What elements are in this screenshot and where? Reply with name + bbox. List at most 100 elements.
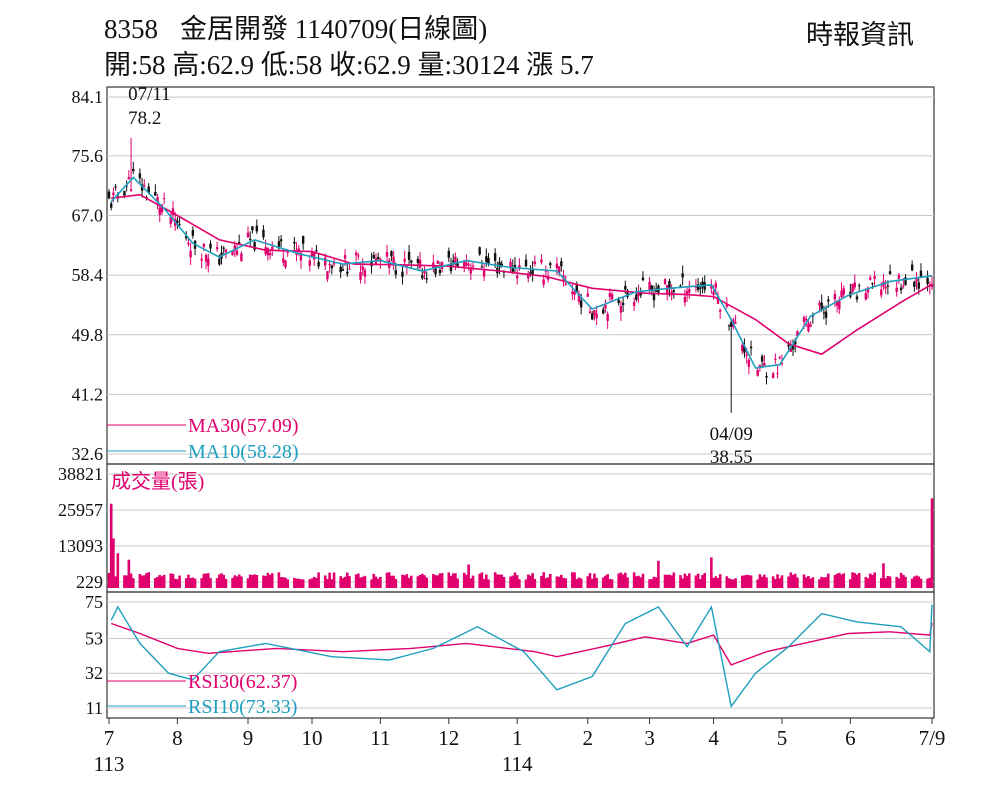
candle-body: [884, 287, 887, 289]
volume-bar: [312, 576, 316, 588]
volume-bar: [478, 573, 481, 588]
candle-body: [154, 192, 157, 196]
volume-bar: [740, 575, 744, 588]
candle-body: [390, 251, 393, 257]
candle-body: [560, 261, 563, 267]
volume-bar: [804, 577, 808, 588]
candle-body: [224, 249, 228, 253]
candle-body: [718, 309, 722, 312]
candle-body: [498, 261, 501, 268]
volume-bar: [913, 576, 916, 588]
volume-bar: [184, 578, 188, 588]
volume-bar: [248, 574, 252, 588]
volume-bar: [818, 579, 821, 588]
candle-body: [780, 362, 784, 364]
volume-bar: [610, 579, 614, 588]
volume-bar: [511, 575, 515, 588]
candle-body: [129, 189, 133, 192]
volume-bar: [405, 574, 409, 588]
volume-bar: [220, 573, 223, 588]
candle-body: [189, 250, 192, 258]
volume-bar: [231, 577, 234, 588]
volume-bar: [295, 578, 298, 588]
candle-body: [610, 294, 614, 300]
candle-body: [796, 331, 799, 336]
candle-body: [880, 289, 883, 296]
volume-bar: [641, 573, 645, 588]
candle-body: [635, 294, 638, 300]
candle-body: [579, 300, 583, 308]
candle-body: [727, 325, 731, 327]
candle-body: [176, 220, 179, 224]
volume-bar: [286, 579, 290, 588]
volume-bar: [657, 560, 660, 588]
candle-body: [385, 252, 389, 257]
volume-bar: [482, 578, 486, 588]
volume-bar: [462, 572, 466, 588]
candle-body: [593, 310, 596, 316]
volume-bar: [619, 572, 623, 588]
candle-body: [802, 317, 806, 322]
candle-body: [493, 253, 497, 261]
volume-bar: [712, 577, 715, 588]
volume-bar: [240, 576, 243, 588]
price-ytick-label: 41.2: [72, 384, 104, 404]
volume-bar: [557, 576, 561, 588]
candle-body: [734, 322, 737, 324]
volume-bar: [326, 579, 329, 588]
volume-bar: [376, 578, 380, 588]
volume-bar: [732, 579, 735, 588]
volume-bar: [579, 578, 583, 588]
candle-body: [699, 287, 702, 289]
volume-bar: [857, 572, 861, 588]
rsi10-line: [110, 604, 933, 708]
candle-body: [696, 284, 700, 290]
candle-body: [842, 288, 845, 295]
volume-bar: [791, 574, 795, 588]
volume-bar: [807, 575, 810, 588]
candle-body: [301, 236, 305, 244]
volume-bar: [866, 578, 870, 588]
candle-body: [282, 258, 285, 263]
volume-bar: [509, 576, 512, 588]
volume-ytick-label: 229: [76, 572, 103, 592]
volume-bar: [385, 572, 389, 588]
volume-bar: [835, 573, 839, 588]
volume-bar: [361, 576, 365, 588]
candle-body: [372, 254, 375, 259]
price-ytick-label: 58.4: [72, 265, 104, 285]
candle-body: [809, 324, 812, 327]
volume-bar: [639, 577, 643, 588]
candle-body: [577, 293, 581, 302]
volume-bar: [888, 576, 892, 588]
candle-body: [235, 250, 239, 255]
candle-body: [249, 238, 252, 241]
volume-bar: [714, 576, 718, 588]
x-tick-label: 7: [104, 726, 115, 750]
volume-bar: [262, 575, 265, 588]
volume-bar: [125, 575, 128, 588]
candle-body: [789, 347, 792, 352]
stock-code: 8358: [104, 14, 158, 44]
volume-bar: [868, 573, 872, 588]
volume-bar: [409, 575, 413, 588]
candle-body: [650, 285, 653, 290]
volume-ytick-label: 13093: [58, 536, 103, 556]
volume-bar: [571, 572, 574, 588]
candle-body: [749, 346, 753, 349]
volume-bar: [879, 578, 883, 588]
volume-bar: [156, 576, 159, 588]
volume-bar: [421, 573, 424, 588]
volume-bar: [685, 575, 689, 588]
volume-bar: [310, 578, 314, 588]
candle-body: [679, 285, 682, 287]
candle-body: [871, 282, 874, 284]
volume-bar: [687, 573, 691, 588]
candle-body: [253, 242, 256, 250]
volume-bar: [789, 572, 793, 588]
candle-body: [641, 277, 645, 281]
volume-bar: [718, 574, 722, 588]
candle-body: [838, 300, 841, 310]
volume-bar: [760, 576, 764, 588]
candle-body: [857, 285, 861, 287]
